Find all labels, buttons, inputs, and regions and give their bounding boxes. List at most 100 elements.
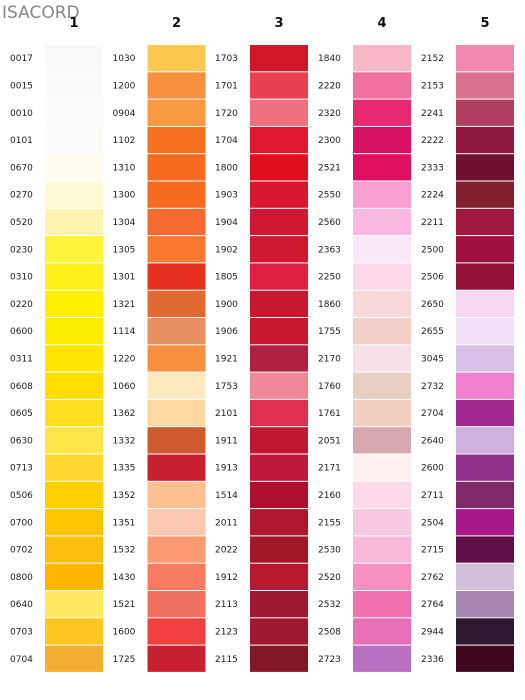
thread-code: 2211 (421, 218, 444, 228)
thread-code: 2220 (318, 81, 341, 91)
thread-code: 0630 (10, 436, 33, 446)
thread-code: 0700 (10, 518, 33, 528)
thread-code: 0703 (10, 627, 33, 637)
thread-code: 1701 (215, 81, 238, 91)
swatch (456, 154, 514, 181)
swatch (147, 454, 206, 481)
thread-code: 1840 (318, 54, 341, 64)
swatch (45, 509, 103, 536)
thread-code: 2650 (421, 300, 444, 310)
thread-code: 0520 (10, 218, 33, 228)
thread-code: 2171 (318, 464, 341, 474)
swatch (250, 536, 308, 563)
thread-code: 2764 (421, 600, 444, 610)
thread-code: 2762 (421, 573, 444, 583)
swatch (456, 318, 514, 345)
swatch (353, 72, 411, 99)
column-header: 5 (480, 16, 489, 31)
thread-code: 2520 (318, 573, 341, 583)
swatch (250, 126, 308, 154)
thread-code: 2022 (215, 546, 238, 556)
swatch (456, 618, 514, 645)
title: ISACORD (2, 3, 80, 23)
swatch (45, 72, 103, 99)
swatch (250, 618, 308, 645)
thread-code: 2640 (421, 436, 444, 446)
thread-code: 0608 (10, 382, 33, 392)
swatch (147, 481, 206, 509)
thread-code: 2508 (318, 627, 341, 637)
thread-code: 1755 (318, 327, 341, 337)
swatch (353, 208, 411, 236)
swatch (147, 72, 206, 99)
thread-code: 1900 (215, 300, 238, 310)
swatch (147, 236, 206, 263)
swatch (353, 181, 411, 208)
swatch (250, 345, 308, 372)
thread-code: 0010 (10, 109, 33, 119)
thread-code: 1704 (215, 136, 238, 146)
thread-code: 0017 (10, 54, 33, 64)
swatch (147, 591, 206, 618)
thread-code: 2224 (421, 191, 444, 201)
swatch (250, 263, 308, 290)
thread-code: 1725 (113, 655, 136, 665)
swatch (353, 399, 411, 427)
thread-code: 2336 (421, 655, 444, 665)
swatch (353, 263, 411, 290)
thread-code: 1860 (318, 300, 341, 310)
swatch (250, 208, 308, 236)
swatch (45, 427, 103, 454)
swatch (45, 154, 103, 181)
swatch (250, 481, 308, 509)
thread-code: 1600 (113, 627, 136, 637)
thread-code: 2506 (421, 273, 444, 283)
swatch (353, 618, 411, 645)
thread-code: 1200 (113, 81, 136, 91)
swatch (353, 454, 411, 481)
thread-code: 2011 (215, 518, 238, 528)
swatch (353, 536, 411, 563)
swatch (456, 563, 514, 590)
thread-code: 1903 (215, 191, 238, 201)
swatch (45, 536, 103, 563)
swatch (147, 208, 206, 236)
swatch (250, 372, 308, 399)
swatch (147, 154, 206, 181)
thread-code: 1351 (113, 518, 136, 528)
thread-code: 2250 (318, 273, 341, 283)
thread-code: 2222 (421, 136, 444, 146)
thread-code: 2155 (318, 518, 341, 528)
thread-code: 0220 (10, 300, 33, 310)
swatch (456, 126, 514, 154)
swatch (147, 536, 206, 563)
swatch (250, 72, 308, 99)
thread-code: 2300 (318, 136, 341, 146)
column-header: 4 (377, 16, 386, 31)
swatch (45, 181, 103, 208)
swatch (250, 645, 308, 672)
swatch (353, 372, 411, 399)
swatch (45, 208, 103, 236)
swatch (353, 591, 411, 618)
thread-code: 1720 (215, 109, 238, 119)
swatch (250, 154, 308, 181)
thread-code: 1521 (113, 600, 136, 610)
swatch (353, 481, 411, 509)
thread-code: 1362 (113, 409, 136, 419)
swatch (353, 154, 411, 181)
swatch (147, 345, 206, 372)
swatch (45, 99, 103, 126)
thread-code: 2152 (421, 54, 444, 64)
swatch (250, 427, 308, 454)
swatch (45, 618, 103, 645)
swatch (147, 509, 206, 536)
thread-code: 2051 (318, 436, 341, 446)
swatch (456, 372, 514, 399)
swatch (250, 181, 308, 208)
swatch (45, 563, 103, 590)
thread-code: 2944 (421, 627, 444, 637)
thread-code: 2123 (215, 627, 238, 637)
swatch (45, 126, 103, 154)
swatch (456, 591, 514, 618)
